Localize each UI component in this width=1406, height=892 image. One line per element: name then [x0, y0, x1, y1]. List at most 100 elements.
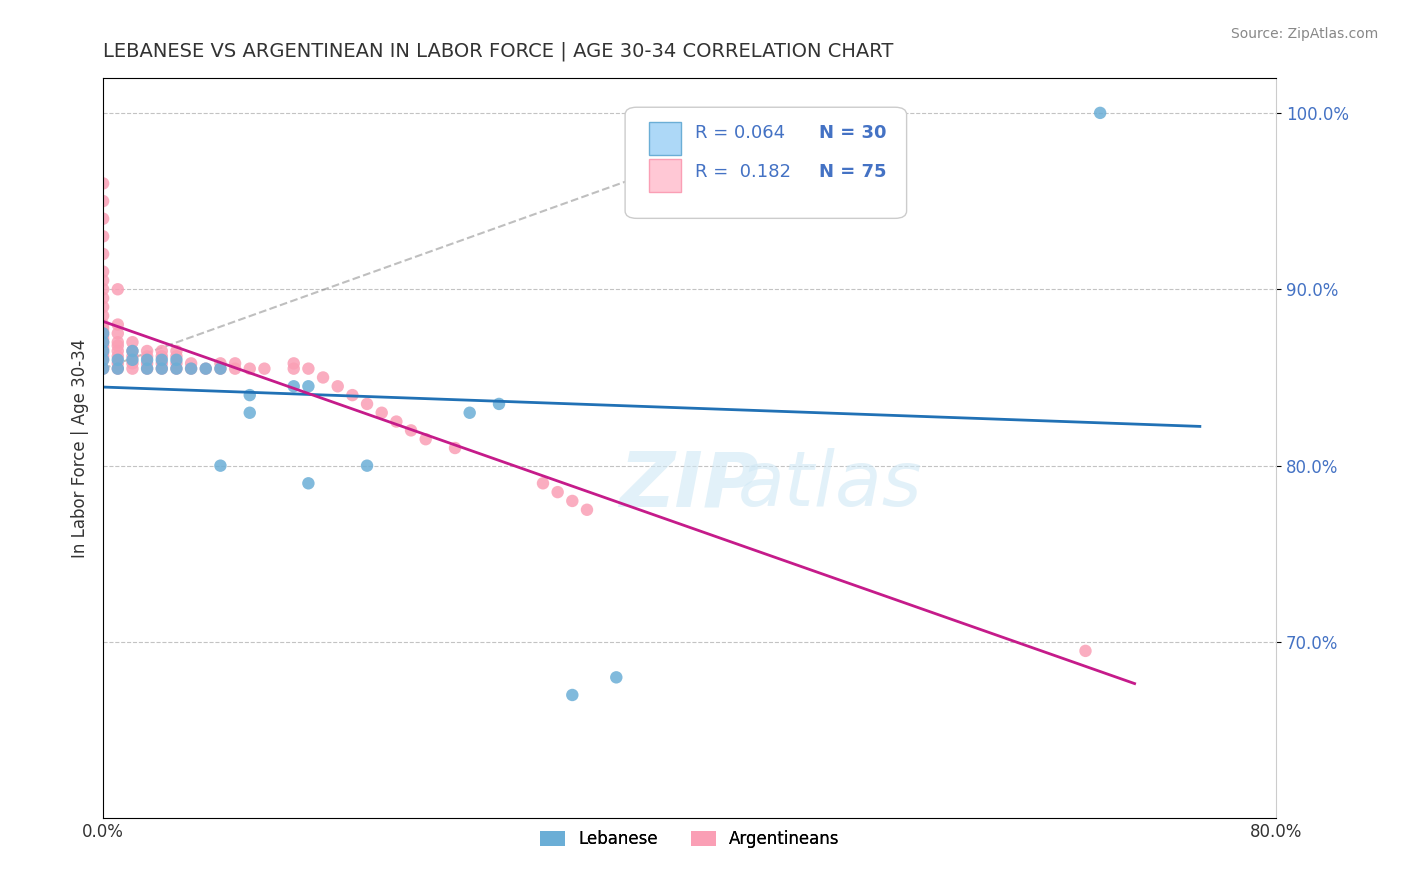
Point: [107, 339, 129, 353]
Point: [297, 361, 319, 376]
Point: [180, 361, 202, 376]
Point: [342, 388, 364, 402]
Point: [91, 361, 114, 376]
Point: [136, 361, 159, 376]
Point: [136, 352, 159, 367]
Point: [150, 344, 173, 359]
Point: [121, 335, 143, 350]
Point: [150, 356, 173, 370]
Point: [165, 356, 187, 370]
Point: [444, 441, 467, 455]
Point: [297, 476, 319, 491]
Point: [91, 339, 114, 353]
Point: [136, 356, 159, 370]
Point: [107, 361, 129, 376]
Point: [121, 349, 143, 363]
Point: [283, 361, 305, 376]
Point: [150, 352, 173, 367]
Point: [91, 345, 114, 359]
Point: [121, 361, 143, 376]
Text: atlas: atlas: [738, 448, 922, 522]
Point: [91, 177, 114, 191]
Point: [91, 300, 114, 314]
Point: [561, 688, 583, 702]
Point: [136, 349, 159, 363]
Point: [91, 352, 114, 367]
Point: [312, 370, 335, 384]
Point: [165, 344, 187, 359]
Point: [547, 485, 569, 500]
Point: [370, 406, 392, 420]
Point: [224, 361, 246, 376]
Point: [91, 265, 114, 279]
Point: [150, 361, 173, 376]
Point: [91, 349, 114, 363]
Point: [1074, 644, 1097, 658]
Point: [209, 356, 232, 370]
Point: [121, 356, 143, 370]
Point: [107, 282, 129, 296]
Point: [194, 361, 217, 376]
Point: [150, 349, 173, 363]
Y-axis label: In Labor Force | Age 30-34: In Labor Force | Age 30-34: [72, 338, 89, 558]
Point: [165, 352, 187, 367]
Point: [91, 352, 114, 367]
Point: [91, 211, 114, 226]
Point: [575, 502, 598, 516]
Point: [107, 335, 129, 350]
Point: [253, 361, 276, 376]
Point: [165, 349, 187, 363]
Point: [91, 273, 114, 287]
Point: [91, 343, 114, 357]
Point: [91, 291, 114, 305]
Point: [209, 361, 232, 376]
Point: [239, 406, 262, 420]
Point: [415, 432, 437, 446]
Point: [107, 356, 129, 370]
Point: [91, 361, 114, 376]
Point: [488, 397, 510, 411]
Text: N = 30: N = 30: [818, 124, 886, 142]
Point: [91, 335, 114, 350]
Point: [458, 406, 481, 420]
Point: [356, 397, 378, 411]
Point: [326, 379, 349, 393]
Point: [121, 344, 143, 359]
Point: [180, 361, 202, 376]
Point: [107, 344, 129, 359]
Legend: Lebanese, Argentineans: Lebanese, Argentineans: [533, 823, 846, 855]
Point: [165, 361, 187, 376]
Point: [91, 344, 114, 359]
Point: [531, 476, 554, 491]
Point: [239, 388, 262, 402]
Point: [91, 326, 114, 341]
Point: [91, 332, 114, 346]
Point: [209, 458, 232, 473]
Text: R =  0.182: R = 0.182: [696, 162, 792, 181]
Text: ZIP: ZIP: [620, 448, 759, 522]
Point: [91, 318, 114, 332]
Point: [136, 344, 159, 359]
Point: [399, 423, 422, 437]
Point: [91, 328, 114, 343]
Point: [297, 379, 319, 393]
Point: [561, 494, 583, 508]
Point: [605, 670, 627, 684]
Point: [239, 361, 262, 376]
Point: [283, 356, 305, 370]
Point: [91, 247, 114, 261]
Point: [1088, 106, 1111, 120]
Text: LEBANESE VS ARGENTINEAN IN LABOR FORCE | AGE 30-34 CORRELATION CHART: LEBANESE VS ARGENTINEAN IN LABOR FORCE |…: [103, 42, 893, 62]
Point: [209, 361, 232, 376]
Text: R = 0.064: R = 0.064: [696, 124, 786, 142]
Point: [356, 458, 378, 473]
Point: [91, 282, 114, 296]
Point: [150, 361, 173, 376]
Point: [107, 352, 129, 367]
Point: [121, 344, 143, 359]
Point: [107, 326, 129, 341]
Point: [283, 379, 305, 393]
Point: [107, 349, 129, 363]
FancyBboxPatch shape: [648, 122, 682, 155]
Point: [91, 325, 114, 339]
